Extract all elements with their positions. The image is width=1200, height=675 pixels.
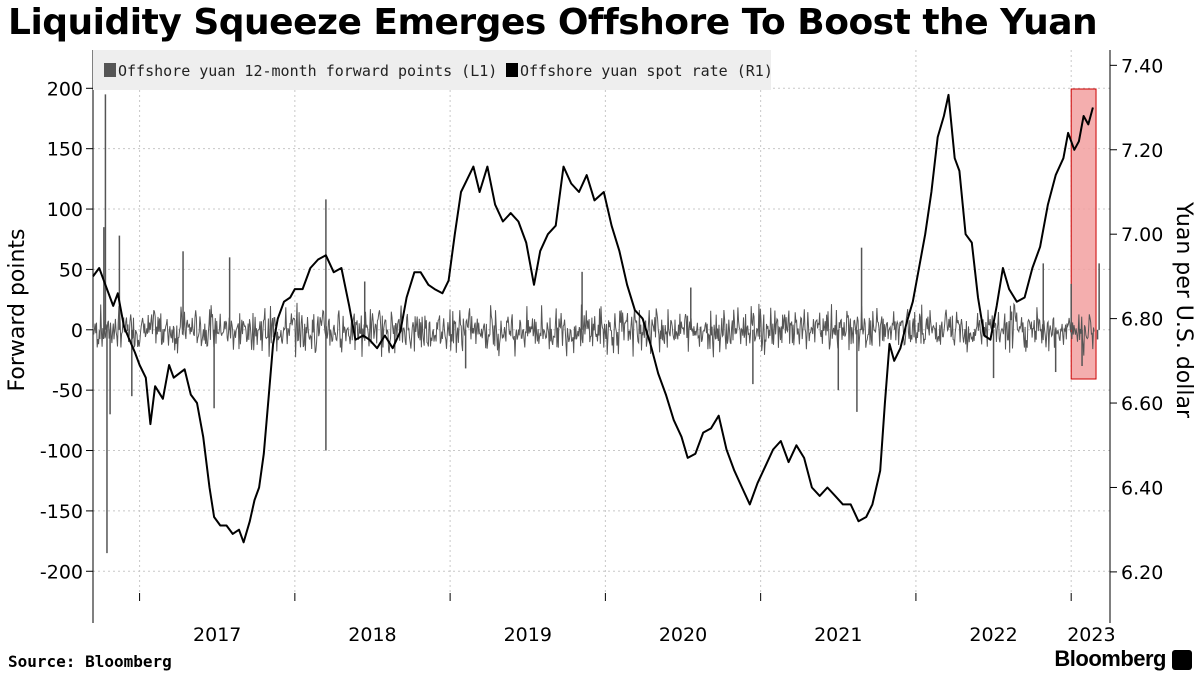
left-tick-label: 0 [71, 320, 83, 342]
highlight-box [1070, 88, 1097, 380]
legend-label-spot: Offshore yuan spot rate (R1) [520, 62, 773, 80]
left-tick-label: 150 [47, 139, 83, 161]
left-tick-label: -50 [52, 380, 83, 402]
right-tick-label: 7.40 [1121, 55, 1163, 77]
chart-title: Liquidity Squeeze Emerges Offshore To Bo… [8, 2, 1098, 43]
left-tick-label: -100 [40, 441, 83, 463]
right-tick-label: 7.00 [1121, 224, 1163, 246]
legend: Offshore yuan 12-month forward points (L… [93, 50, 773, 90]
right-tick-label: 6.20 [1121, 562, 1163, 584]
x-tick-label: 2021 [814, 624, 862, 646]
brand-logo: Bloomberg [1054, 646, 1166, 671]
left-axis-title: Forward points [5, 228, 30, 391]
right-tick-label: 7.20 [1121, 140, 1163, 162]
source-note: Source: Bloomberg [8, 652, 172, 671]
x-tick-label: 2018 [348, 624, 396, 646]
right-tick-label: 6.60 [1121, 393, 1163, 415]
left-axis-ticks: 200 150 100 50 0 -50 -100 -150 -200 [40, 78, 93, 583]
right-tick-label: 6.80 [1121, 309, 1163, 331]
bloomberg-icon [1172, 650, 1192, 670]
legend-swatch-spot [506, 63, 518, 77]
spot-rate-line [92, 93, 1094, 544]
left-tick-label: -150 [40, 501, 83, 523]
right-tick-label: 6.40 [1121, 477, 1163, 499]
legend-swatch-forward [104, 63, 116, 77]
right-axis-title: Yuan per U.S. dollar [1171, 201, 1196, 419]
forward-points-line [92, 302, 1095, 358]
axes-frame [92, 50, 1111, 623]
highlight-region [1070, 88, 1097, 380]
x-tick-label: 2017 [193, 624, 241, 646]
series-forward-points [92, 94, 1100, 554]
x-tick-label: 2023 [1067, 624, 1115, 646]
legend-background [93, 50, 771, 90]
left-tick-label: 100 [47, 199, 83, 221]
legend-label-forward: Offshore yuan 12-month forward points (L… [118, 62, 497, 80]
left-tick-label: -200 [40, 561, 83, 583]
left-tick-label: 200 [47, 78, 83, 100]
x-tick-label: 2019 [504, 624, 552, 646]
series-spot-rate [92, 93, 1094, 544]
right-axis-ticks: 7.40 7.20 7.00 6.80 6.60 6.40 6.20 [1110, 55, 1163, 584]
left-tick-label: 50 [59, 259, 83, 281]
x-axis-ticks: 2017 2018 2019 2020 2021 2022 2023 [139, 593, 1116, 646]
x-tick-label: 2020 [659, 624, 707, 646]
x-tick-label: 2022 [969, 624, 1017, 646]
